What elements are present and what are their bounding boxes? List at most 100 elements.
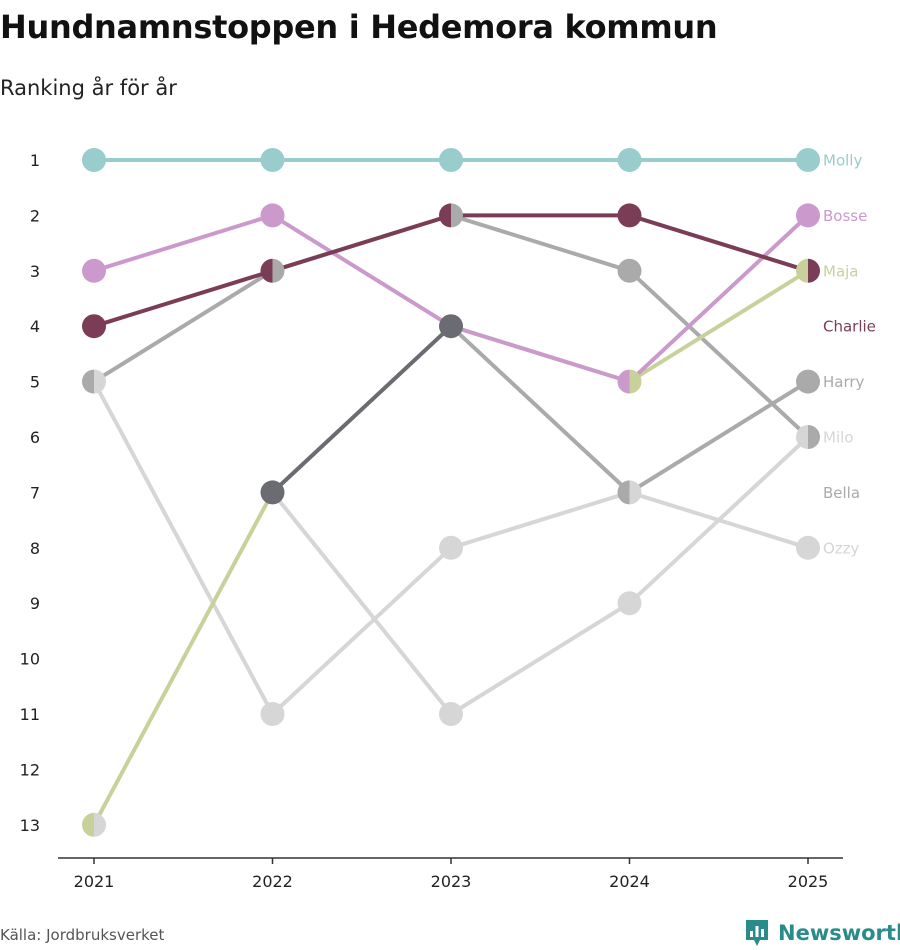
marker-dot: [617, 258, 642, 283]
rank-marker: [260, 480, 285, 505]
end-label-charlie: Charlie: [823, 318, 876, 336]
rank-marker: [796, 369, 820, 394]
y-tick-label: 7: [30, 483, 40, 502]
end-label-harry: Harry: [823, 373, 865, 391]
rank-marker: [439, 148, 463, 172]
marker-half-right: [94, 812, 107, 837]
series-line-unnamed: [449, 324, 810, 495]
rank-marker: [82, 314, 106, 339]
rank-marker: [617, 480, 642, 505]
x-tick-label: 2025: [788, 872, 829, 891]
rank-marker: [439, 314, 463, 339]
marker-half-left: [439, 203, 451, 228]
x-tick-label: 2022: [252, 872, 293, 891]
end-label-bosse: Bosse: [823, 207, 867, 225]
x-tick-label: 2024: [609, 872, 650, 891]
rank-marker: [82, 258, 106, 283]
marker-half-right: [94, 369, 107, 394]
marker-half-left: [82, 812, 94, 837]
marker-dot: [260, 702, 285, 726]
series-line-charlie: [92, 213, 810, 329]
y-tick-label: 13: [20, 816, 40, 835]
rank-marker: [796, 258, 820, 283]
end-label-molly: Molly: [823, 152, 862, 170]
series-end-labels: Molly Bosse Maja Charlie Harry Milo Bella Ozzy: [823, 152, 876, 558]
source-note: Källa: Jordbruksverket: [0, 926, 165, 944]
y-tick-label: 10: [20, 650, 40, 669]
marker-half-left: [617, 480, 630, 505]
marker-dot: [82, 148, 106, 172]
marker-dot: [82, 314, 106, 339]
marker-half-left: [617, 369, 630, 394]
marker-dot: [439, 702, 463, 726]
marker-dot: [796, 203, 820, 228]
rank-marker: [260, 702, 285, 726]
marker-half-right: [808, 258, 820, 283]
marker-dot: [796, 369, 820, 394]
y-tick-label: 3: [30, 262, 40, 281]
marker-dot: [439, 535, 463, 560]
y-tick-label: 5: [30, 373, 40, 392]
marker-dot: [82, 258, 106, 283]
rank-marker: [796, 148, 820, 172]
rank-marker: [796, 535, 820, 560]
bar-chart-icon: [746, 920, 768, 946]
marker-dot: [617, 591, 642, 616]
marker-half-right: [451, 203, 464, 228]
rank-marker: [796, 425, 820, 449]
y-tick-label: 12: [20, 760, 40, 779]
rank-marker: [260, 148, 285, 172]
newsworthy-logo[interactable]: Newsworthy: [744, 918, 900, 948]
rank-marker: [439, 203, 464, 228]
x-tick-label: 2021: [74, 872, 115, 891]
rank-marker: [82, 812, 107, 837]
marker-dot: [617, 148, 642, 172]
x-tick-label: 2023: [431, 872, 472, 891]
y-tick-label: 8: [30, 539, 40, 558]
marker-half-right: [629, 369, 642, 394]
rank-marker: [439, 535, 463, 560]
marker-dot: [796, 148, 820, 172]
end-label-bella: Bella: [823, 484, 860, 502]
y-tick-label: 2: [30, 206, 40, 225]
rank-marker: [617, 203, 642, 228]
chart-title: Hundnamnstoppen i Hedemora kommun: [0, 8, 718, 46]
rank-marker: [82, 369, 107, 394]
marker-dot: [439, 314, 463, 339]
series-line-solo: [270, 324, 453, 495]
marker-half-right: [272, 258, 285, 283]
x-axis-ticks: 2021 2022 2023 2024 2025: [74, 858, 829, 891]
y-tick-label: 6: [30, 428, 40, 447]
marker-dot: [796, 535, 820, 560]
end-label-milo: Milo: [823, 429, 853, 447]
rank-marker: [796, 203, 820, 228]
rank-marker: [617, 258, 642, 283]
rank-markers: [82, 148, 820, 837]
marker-dot: [260, 203, 285, 228]
marker-half-left: [796, 425, 808, 449]
rank-marker: [617, 148, 642, 172]
series-line-bosse: [92, 213, 810, 384]
y-tick-label: 1: [30, 151, 40, 170]
rank-marker: [439, 702, 463, 726]
marker-half-right: [629, 480, 642, 505]
y-tick-label: 9: [30, 594, 40, 613]
end-label-maja: Maja: [823, 262, 859, 280]
series-line-milo: [270, 435, 810, 716]
marker-dot: [617, 203, 642, 228]
rank-marker: [260, 203, 285, 228]
marker-dot: [260, 480, 285, 505]
y-tick-label: 11: [20, 705, 40, 724]
y-tick-label: 4: [30, 317, 40, 336]
end-label-ozzy: Ozzy: [823, 539, 860, 557]
rank-marker: [82, 148, 106, 172]
marker-half-right: [808, 425, 820, 449]
marker-half-left: [260, 258, 273, 283]
rank-marker: [617, 369, 642, 394]
brand-name: Newsworthy: [778, 921, 900, 945]
marker-half-left: [796, 258, 808, 283]
marker-half-left: [82, 369, 94, 394]
chart-subtitle: Ranking år för år: [0, 76, 177, 100]
